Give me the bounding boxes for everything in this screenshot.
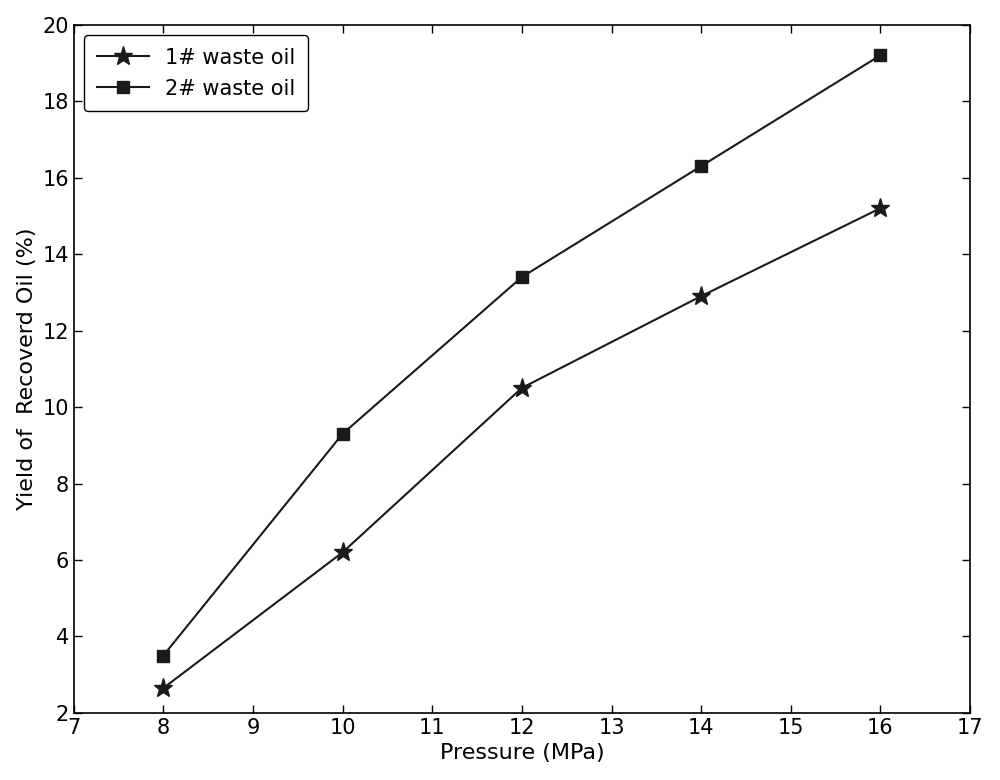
2# waste oil (874, 51, 886, 60)
1# waste oil (157, 683, 169, 693)
Line: 1# waste oil: 1# waste oil (154, 198, 890, 698)
1# waste oil (516, 383, 528, 392)
2# waste oil (157, 651, 169, 660)
X-axis label: Pressure (MPa): Pressure (MPa) (440, 743, 604, 764)
1# waste oil (874, 204, 886, 213)
2# waste oil (516, 272, 528, 282)
2# waste oil (337, 429, 349, 438)
1# waste oil (337, 548, 349, 557)
Legend: 1# waste oil, 2# waste oil: 1# waste oil, 2# waste oil (84, 35, 308, 112)
1# waste oil (695, 292, 707, 301)
Y-axis label: Yield of  Recoverd Oil (%): Yield of Recoverd Oil (%) (17, 228, 37, 510)
Line: 2# waste oil: 2# waste oil (157, 49, 887, 661)
2# waste oil (695, 161, 707, 171)
